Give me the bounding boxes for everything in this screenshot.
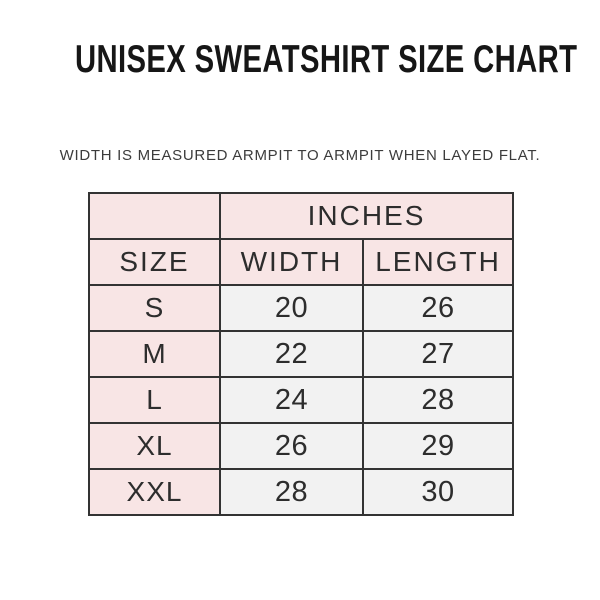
page-title: UNISEX SWEATSHIRT SIZE CHART [75,38,578,81]
size-cell: XXL [88,468,221,516]
length-cell: 30 [361,468,515,516]
size-cell: S [88,284,221,332]
table-row: XL 26 29 [88,422,515,470]
length-cell: 29 [361,422,515,470]
length-cell: 27 [361,330,515,378]
size-cell: M [88,330,221,378]
corner-cell [88,192,221,240]
length-cell: 28 [361,376,515,424]
table-row: M 22 27 [88,330,515,378]
size-cell: XL [88,422,221,470]
length-column-header: LENGTH [361,238,515,286]
width-cell: 20 [219,284,364,332]
table-row: S 20 26 [88,284,515,332]
units-header-row: INCHES [88,192,515,240]
length-cell: 26 [361,284,515,332]
size-column-header: SIZE [88,238,221,286]
column-header-row: SIZE WIDTH LENGTH [88,238,515,286]
size-chart-table: INCHES SIZE WIDTH LENGTH S 20 26 M 22 27… [88,192,515,516]
measurement-note: WIDTH IS MEASURED ARMPIT TO ARMPIT WHEN … [59,147,541,164]
width-cell: 24 [219,376,364,424]
size-cell: L [88,376,221,424]
width-cell: 28 [219,468,364,516]
width-column-header: WIDTH [219,238,364,286]
units-header-cell: INCHES [218,192,515,240]
table-row: L 24 28 [88,376,515,424]
width-cell: 22 [219,330,364,378]
table-row: XXL 28 30 [88,468,515,516]
width-cell: 26 [219,422,364,470]
